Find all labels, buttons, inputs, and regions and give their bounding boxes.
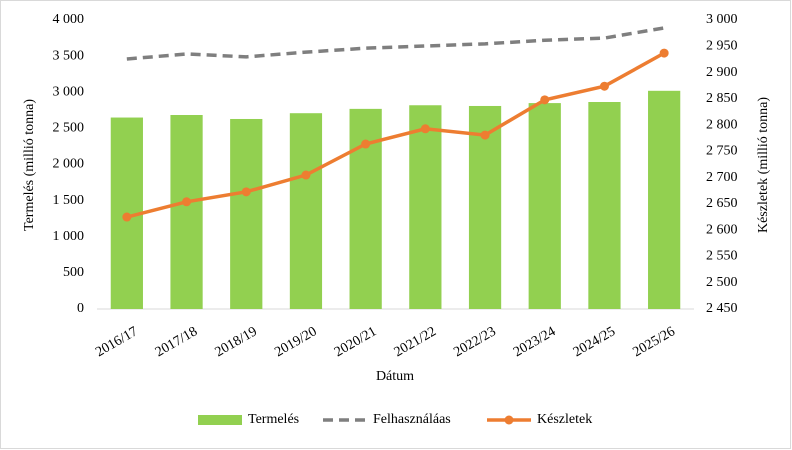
bar [289,113,323,309]
y-tick-label: 1 500 [53,193,85,208]
y2-tick-label: 2 650 [706,196,738,211]
bar [648,90,681,310]
y-tick-label: 2 500 [53,121,85,136]
bar [349,108,382,310]
y2-tick-label: 2 450 [706,301,738,316]
marker [182,197,192,207]
marker [301,170,311,180]
y-tick-label: 2 000 [53,157,85,172]
y2-tick-label: 2 900 [706,65,738,80]
marker [420,124,430,134]
y2-tick-label: 2 700 [706,170,738,185]
marker [659,48,669,58]
y-tick-label: 1 000 [53,229,85,244]
marker [241,187,251,197]
bar [230,118,263,309]
y2-tick-label: 2 950 [706,38,738,53]
y2-tick-label: 2 600 [706,222,738,237]
legend-label: Felhasználáas [373,412,451,427]
y-tick-label: 3 500 [53,48,85,63]
legend-marker [504,415,514,425]
bar [468,105,502,309]
y2-tick-label: 2 550 [706,249,738,264]
line [126,26,665,61]
y-axis-title: Termelés (millió tonna) [22,99,37,231]
y-tick-label: 500 [63,265,84,280]
y2-tick-label: 2 500 [706,275,738,290]
marker [480,130,490,140]
bar [409,105,442,309]
bar [588,102,621,309]
marker [540,95,550,105]
marker [361,139,371,149]
legend-label: Termelés [248,412,299,427]
y-tick-label: 4 000 [53,12,85,27]
marker [599,81,609,91]
legend-swatch [198,415,242,425]
y2-tick-label: 2 750 [706,144,738,159]
y-tick-label: 0 [77,301,84,316]
bar [528,103,561,310]
bar [170,115,203,309]
x-axis-title: Dátum [376,369,414,384]
y2-axis-title: Készletek (millió tonna) [756,97,771,233]
y2-tick-label: 2 800 [706,117,738,132]
legend-label: Készletek [537,412,592,427]
line [126,51,665,219]
y-tick-label: 3 000 [53,84,85,99]
y2-tick-label: 3 000 [706,12,738,27]
marker [122,212,132,222]
y2-tick-label: 2 850 [706,91,738,106]
